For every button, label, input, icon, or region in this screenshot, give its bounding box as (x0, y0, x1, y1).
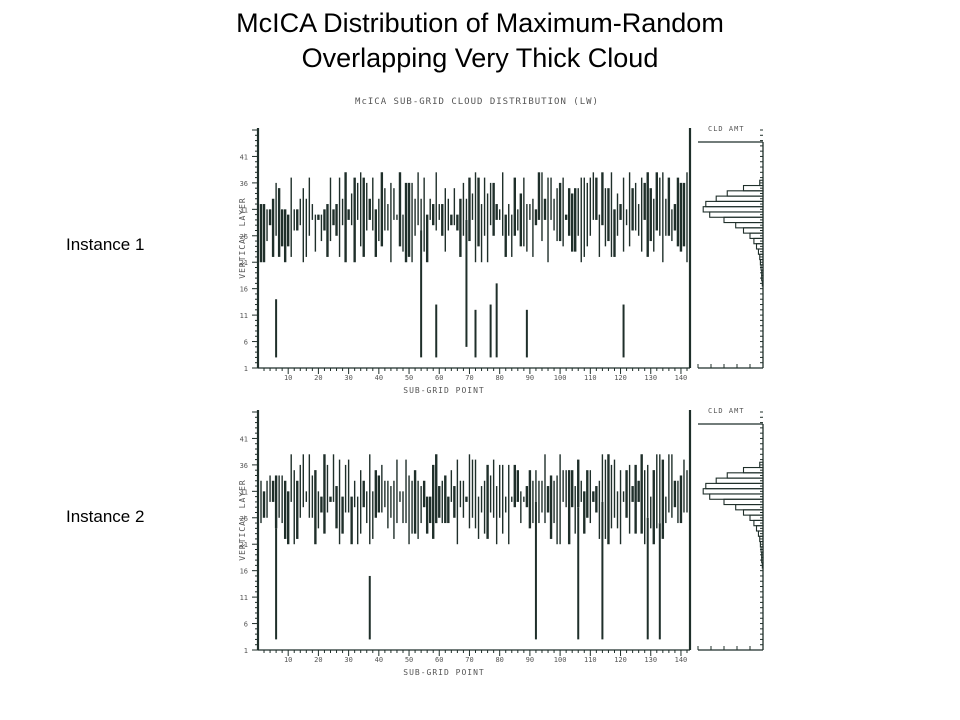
y-tick-label: 31 (240, 206, 248, 214)
cloud-amount-bar (715, 477, 764, 484)
x-axis-label: SUB-GRID POINT (403, 668, 484, 677)
x-tick-label: 70 (465, 656, 473, 664)
cloud-amount-bar (723, 216, 764, 224)
x-tick-label: 130 (644, 656, 657, 664)
x-tick-label: 80 (495, 656, 503, 664)
y-tick-label: 11 (240, 594, 248, 602)
cloud-amount-bar (735, 504, 764, 511)
x-tick-label: 20 (314, 656, 322, 664)
slide-title: McICA Distribution of Maximum-Random Ove… (0, 6, 960, 76)
cloud-amount-bar (726, 190, 764, 197)
side-panel-title: CLD AMT (708, 407, 745, 415)
x-tick-label: 120 (614, 374, 627, 382)
side-panel-title: CLD AMT (708, 125, 745, 133)
x-axis-label: SUB-GRID POINT (403, 386, 484, 395)
x-tick-label: 110 (584, 656, 597, 664)
cloud-amount-bar (715, 195, 764, 202)
y-tick-label: 16 (240, 568, 248, 576)
x-tick-label: 10 (284, 374, 292, 382)
y-tick-label: 36 (240, 462, 248, 470)
x-tick-label: 10 (284, 656, 292, 664)
y-tick-label: 11 (240, 312, 248, 320)
instance-2-label: Instance 2 (66, 507, 145, 526)
cloud-amount-bar (761, 562, 764, 569)
cloud-amount-bar (702, 488, 764, 495)
y-tick-label: 31 (240, 488, 248, 496)
y-tick-label: 21 (240, 541, 248, 549)
figure-heading: McICA SUB-GRID CLOUD DISTRIBUTION (LW) (355, 97, 599, 107)
cloud-amount-bar (709, 211, 764, 218)
slide-title-line-2: Overlapping Very Thick Cloud (301, 43, 659, 73)
y-tick-label: 26 (240, 233, 248, 241)
x-tick-label: 120 (614, 656, 627, 664)
cloud-amount-bar (723, 498, 764, 506)
x-tick-label: 50 (405, 374, 413, 382)
y-tick-label: 41 (240, 435, 248, 443)
x-tick-label: 100 (554, 374, 567, 382)
x-tick-label: 140 (675, 656, 688, 664)
y-axis-label: VERTICAL LAYER (238, 479, 247, 560)
y-tick-label: 1 (244, 647, 248, 655)
x-tick-label: 70 (465, 374, 473, 382)
x-tick-label: 60 (435, 374, 443, 382)
y-tick-label: 41 (240, 153, 248, 161)
x-tick-label: 40 (375, 374, 383, 382)
x-tick-label: 50 (405, 656, 413, 664)
instance-1-label: Instance 1 (66, 235, 145, 254)
x-tick-label: 30 (344, 374, 352, 382)
x-tick-label: 140 (675, 374, 688, 382)
x-tick-label: 20 (314, 374, 322, 382)
x-tick-label: 80 (495, 374, 503, 382)
cloud-amount-bar (735, 222, 764, 229)
cloud-amount-bar (709, 493, 764, 500)
y-tick-label: 21 (240, 259, 248, 267)
cloud-amount-bar (702, 206, 764, 213)
x-tick-label: 60 (435, 656, 443, 664)
cloud-amount-bar (726, 472, 764, 479)
y-tick-label: 1 (244, 365, 248, 373)
y-axis-label: VERTICAL LAYER (238, 197, 247, 278)
y-tick-label: 26 (240, 515, 248, 523)
x-tick-label: 90 (526, 656, 534, 664)
x-tick-label: 30 (344, 656, 352, 664)
x-tick-label: 40 (375, 656, 383, 664)
y-tick-label: 16 (240, 286, 248, 294)
y-tick-label: 6 (244, 339, 248, 347)
x-tick-label: 100 (554, 656, 567, 664)
slide-title-line-1: McICA Distribution of Maximum-Random (236, 8, 724, 38)
y-tick-label: 36 (240, 180, 248, 188)
cloud-amount-bar (705, 482, 764, 490)
x-tick-label: 110 (584, 374, 597, 382)
y-tick-label: 6 (244, 621, 248, 629)
cloud-amount-bar (705, 200, 764, 208)
cloud-amount-bar (761, 280, 764, 287)
x-tick-label: 90 (526, 374, 534, 382)
x-tick-label: 130 (644, 374, 657, 382)
